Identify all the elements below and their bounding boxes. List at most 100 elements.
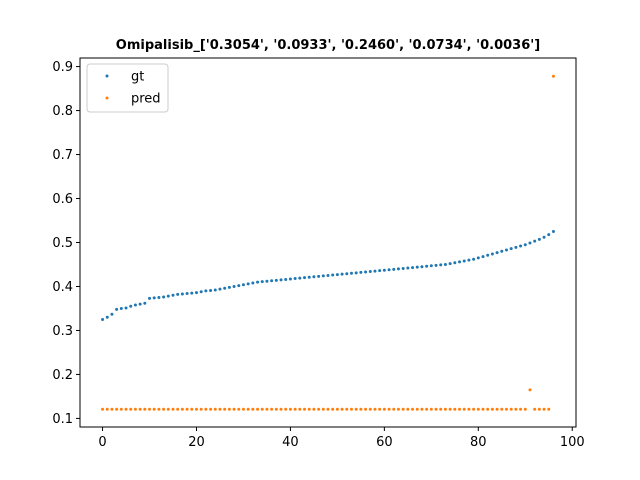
point-pred-61 (387, 407, 391, 411)
point-pred-26 (223, 407, 227, 411)
point-pred-39 (284, 407, 288, 411)
point-gt-52 (345, 272, 349, 276)
point-gt-84 (495, 251, 499, 255)
point-gt-35 (265, 279, 269, 283)
point-gt-77 (462, 259, 466, 263)
point-pred-46 (317, 407, 321, 411)
point-gt-53 (349, 271, 353, 275)
point-pred-70 (429, 407, 433, 411)
y-tick-label: 0.9 (52, 60, 73, 75)
legend-marker-gt (105, 74, 109, 78)
point-gt-37 (274, 278, 278, 282)
y-tick-label: 0.1 (52, 412, 73, 427)
point-pred-23 (209, 407, 213, 411)
point-gt-33 (256, 280, 260, 284)
point-pred-66 (411, 407, 415, 411)
point-pred-43 (303, 407, 307, 411)
point-gt-55 (359, 270, 363, 274)
point-pred-81 (481, 407, 485, 411)
point-pred-8 (138, 407, 142, 411)
point-gt-80 (476, 256, 480, 260)
point-pred-91 (528, 388, 532, 392)
point-gt-81 (481, 255, 485, 259)
point-pred-72 (439, 407, 443, 411)
point-pred-83 (490, 407, 494, 411)
point-gt-69 (425, 264, 429, 268)
point-gt-14 (166, 294, 170, 298)
point-gt-30 (241, 283, 245, 287)
point-gt-94 (542, 235, 546, 239)
point-gt-63 (396, 267, 400, 271)
point-gt-11 (152, 296, 156, 300)
point-gt-13 (162, 295, 166, 299)
point-gt-88 (514, 245, 518, 249)
point-pred-59 (378, 407, 382, 411)
point-pred-14 (166, 407, 170, 411)
point-pred-74 (448, 407, 452, 411)
y-tick-label: 0.8 (52, 104, 73, 119)
point-gt-87 (509, 247, 513, 251)
point-gt-59 (378, 269, 382, 273)
point-gt-1 (105, 315, 109, 319)
point-gt-65 (406, 266, 410, 270)
point-pred-10 (148, 407, 152, 411)
point-gt-73 (443, 262, 447, 266)
point-gt-36 (270, 279, 274, 283)
point-gt-49 (331, 273, 335, 277)
point-gt-54 (354, 271, 358, 275)
point-pred-55 (359, 407, 363, 411)
point-gt-86 (504, 248, 508, 252)
point-gt-27 (227, 285, 231, 289)
point-pred-1 (105, 407, 109, 411)
point-gt-20 (194, 291, 198, 295)
point-pred-50 (335, 407, 339, 411)
y-tick-label: 0.5 (52, 236, 73, 251)
point-gt-2 (110, 312, 114, 316)
point-gt-71 (434, 263, 438, 267)
point-gt-23 (209, 288, 213, 292)
point-pred-27 (227, 407, 231, 411)
point-pred-71 (434, 407, 438, 411)
point-pred-29 (237, 407, 241, 411)
point-gt-44 (307, 275, 311, 279)
legend-label-gt: gt (131, 70, 144, 85)
point-gt-16 (176, 292, 180, 296)
point-pred-16 (176, 407, 180, 411)
legend-marker-pred (105, 96, 109, 100)
point-gt-92 (533, 239, 537, 243)
point-gt-95 (547, 233, 551, 237)
y-tick-label: 0.3 (52, 324, 73, 339)
point-pred-68 (420, 407, 424, 411)
point-gt-66 (411, 266, 415, 270)
point-gt-82 (486, 253, 490, 257)
point-pred-5 (124, 407, 128, 411)
point-pred-41 (293, 407, 297, 411)
point-pred-22 (204, 407, 208, 411)
y-axis: 0.1 0.2 0.3 0.4 0.5 0.6 0.7 0.8 0.9 (52, 60, 80, 427)
point-gt-57 (368, 270, 372, 274)
point-gt-39 (284, 277, 288, 281)
point-gt-28 (232, 284, 236, 288)
point-gt-25 (218, 287, 222, 291)
point-pred-11 (152, 407, 156, 411)
point-gt-67 (415, 265, 419, 269)
point-gt-17 (180, 292, 184, 296)
point-pred-33 (256, 407, 260, 411)
point-pred-53 (349, 407, 353, 411)
point-pred-82 (486, 407, 490, 411)
point-gt-4 (119, 306, 123, 310)
chart-title: Omipalisib_['0.3054', '0.0933', '0.2460'… (116, 38, 540, 53)
point-gt-5 (124, 306, 128, 310)
point-pred-51 (340, 407, 344, 411)
point-pred-64 (401, 407, 405, 411)
series-pred (101, 74, 555, 411)
point-pred-4 (119, 407, 123, 411)
point-pred-75 (453, 407, 457, 411)
x-tick-label: 40 (282, 435, 299, 450)
point-gt-61 (387, 268, 391, 272)
point-pred-19 (190, 407, 194, 411)
point-pred-58 (373, 407, 377, 411)
point-pred-54 (354, 407, 358, 411)
point-gt-91 (528, 241, 532, 245)
